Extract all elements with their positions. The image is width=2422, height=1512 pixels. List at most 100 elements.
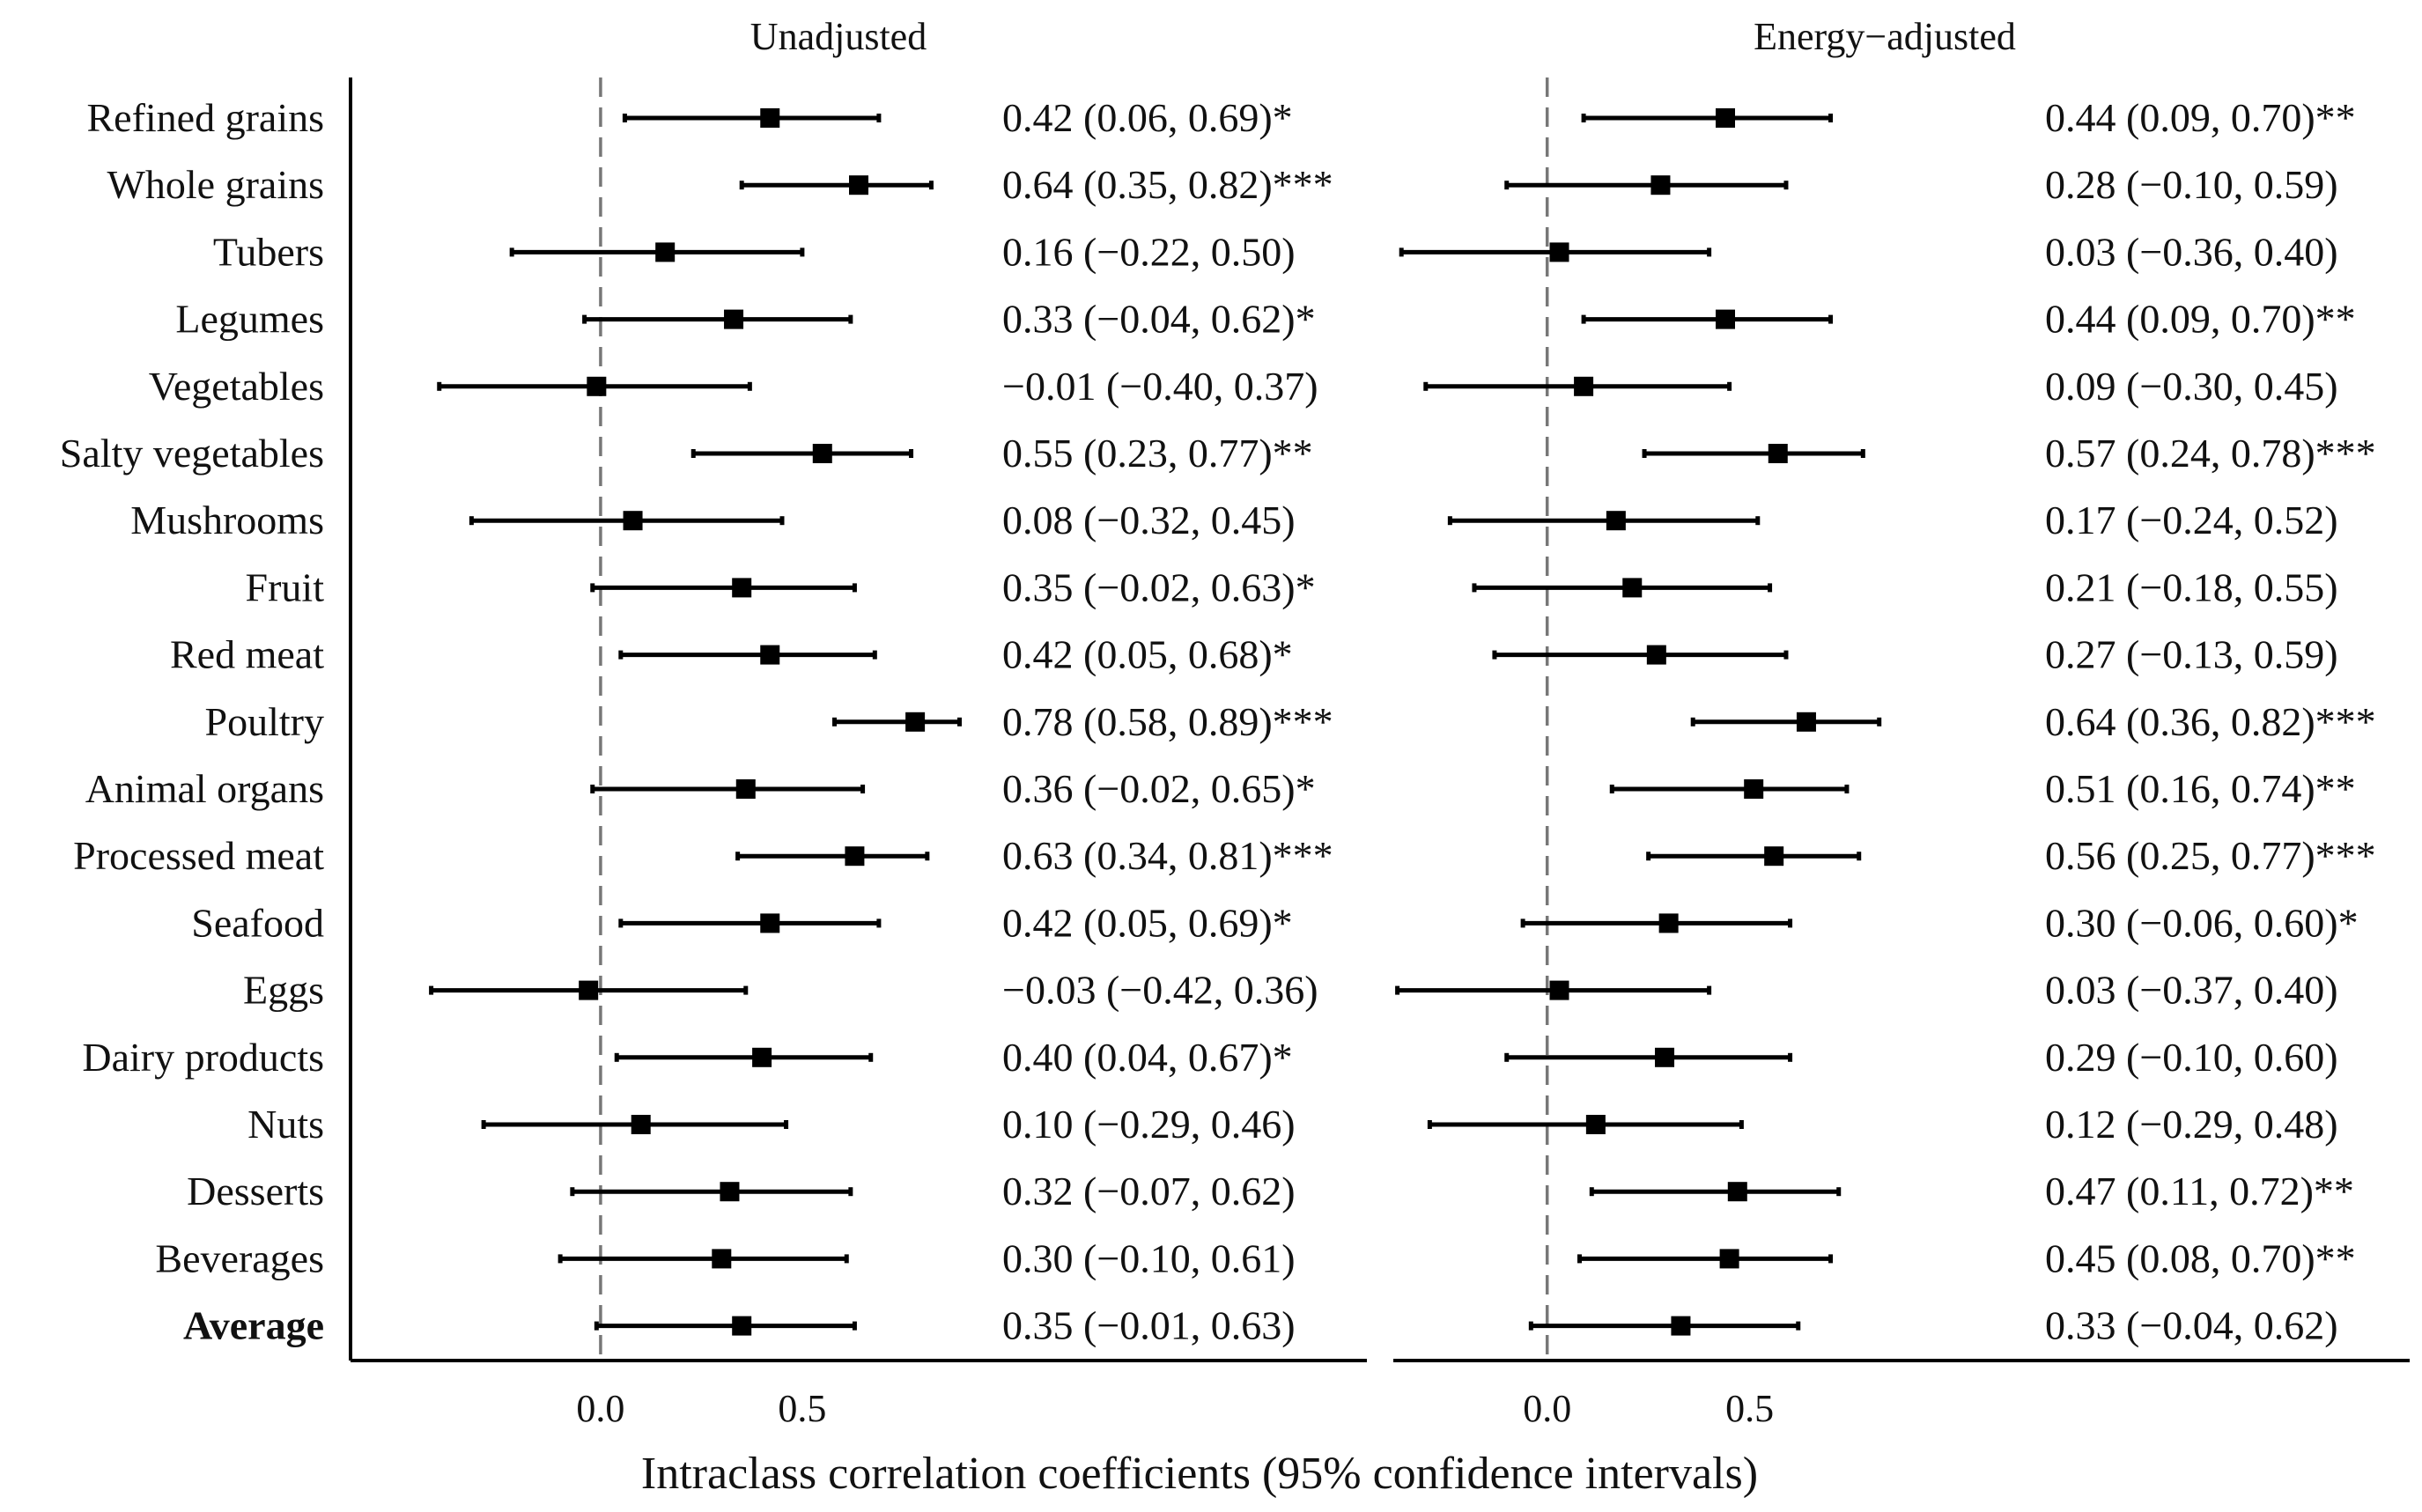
x-tick-label: 0.0: [576, 1387, 624, 1430]
row-legumes: 0.44 (0.09, 0.70)**: [1581, 297, 2356, 342]
row-desserts: 0.47 (0.11, 0.72)**: [1589, 1169, 2354, 1213]
point-estimate: [1585, 1115, 1606, 1134]
icc-value-text: 0.35 (−0.01, 0.63): [1002, 1303, 1296, 1348]
point-estimate: [623, 511, 643, 531]
row-label: Red meat: [170, 632, 324, 677]
point-estimate: [1574, 376, 1594, 396]
point-estimate: [631, 1115, 651, 1134]
point-estimate: [752, 1047, 772, 1067]
icc-value-text: 0.35 (−0.02, 0.63)*: [1002, 564, 1316, 609]
row-salty-vegetables: 0.57 (0.24, 0.78)***: [1642, 431, 2376, 476]
point-estimate: [1716, 108, 1736, 128]
icc-value-text: 0.42 (0.05, 0.68)*: [1002, 632, 1293, 677]
point-estimate: [1671, 1316, 1691, 1336]
icc-value-text: 0.44 (0.09, 0.70)**: [2045, 297, 2356, 342]
row-label: Seafood: [191, 900, 324, 945]
icc-value-text: 0.40 (0.04, 0.67)*: [1002, 1035, 1293, 1080]
point-estimate: [579, 980, 599, 1000]
point-estimate: [1606, 511, 1626, 531]
icc-value-text: 0.16 (−0.22, 0.50): [1002, 229, 1296, 274]
icc-value-text: 0.64 (0.35, 0.82)***: [1002, 162, 1333, 207]
icc-value-text: 0.30 (−0.10, 0.61): [1002, 1235, 1296, 1280]
point-estimate: [712, 1249, 732, 1269]
row-animal-organs: 0.51 (0.16, 0.74)**: [1609, 766, 2356, 811]
row-whole-grains: 0.28 (−0.10, 0.59): [1504, 162, 2338, 207]
panel-title: Energy−adjusted: [1754, 15, 2016, 58]
icc-value-text: 0.45 (0.08, 0.70)**: [2045, 1235, 2356, 1280]
icc-value-text: 0.27 (−0.13, 0.59): [2045, 632, 2338, 677]
icc-value-text: 0.51 (0.16, 0.74)**: [2045, 766, 2356, 811]
icc-value-text: 0.10 (−0.29, 0.46): [1002, 1102, 1296, 1147]
row-label: Tubers: [213, 229, 324, 274]
point-estimate: [724, 309, 744, 329]
icc-value-text: 0.42 (0.05, 0.69)*: [1002, 900, 1293, 945]
row-dairy-products: Dairy products 0.40 (0.04, 0.67)*: [82, 1035, 1292, 1080]
point-estimate: [732, 578, 752, 598]
x-tick-label: 0.5: [1725, 1387, 1774, 1430]
point-estimate: [1646, 645, 1666, 665]
icc-value-text: 0.56 (0.25, 0.77)***: [2045, 833, 2376, 878]
point-estimate: [812, 444, 832, 463]
point-estimate: [1727, 1182, 1747, 1202]
point-estimate: [1716, 309, 1736, 329]
icc-value-text: 0.30 (−0.06, 0.60)*: [2045, 900, 2359, 945]
row-whole-grains: Whole grains 0.64 (0.35, 0.82)***: [107, 162, 1333, 207]
icc-value-text: 0.64 (0.36, 0.82)***: [2045, 699, 2376, 744]
row-label: Beverages: [155, 1235, 324, 1280]
panel-title: Unadjusted: [750, 15, 927, 58]
point-estimate: [732, 1316, 752, 1336]
panel-energy-adjusted: Energy−adjusted 0.0 0.5 0.44 (0.09, 0.70)**…: [1393, 15, 2410, 1430]
point-estimate: [760, 645, 780, 665]
row-salty-vegetables: Salty vegetables 0.55 (0.23, 0.77)**: [60, 431, 1313, 476]
icc-value-text: 0.32 (−0.07, 0.62): [1002, 1169, 1296, 1213]
row-label: Salty vegetables: [60, 431, 324, 476]
row-label: Animal organs: [85, 766, 324, 811]
row-dairy-products: 0.29 (−0.10, 0.60): [1504, 1035, 2338, 1080]
row-refined-grains: 0.44 (0.09, 0.70)**: [1581, 95, 2356, 140]
row-seafood: Seafood 0.42 (0.05, 0.69)*: [191, 900, 1292, 945]
row-mushrooms: Mushrooms 0.08 (−0.32, 0.45): [130, 498, 1295, 542]
point-estimate: [1768, 444, 1788, 463]
point-estimate: [845, 846, 865, 867]
icc-value-text: 0.08 (−0.32, 0.45): [1002, 498, 1296, 542]
icc-value-text: 0.47 (0.11, 0.72)**: [2045, 1169, 2354, 1213]
row-poultry: 0.64 (0.36, 0.82)***: [1690, 699, 2376, 744]
point-estimate: [1744, 779, 1764, 799]
icc-value-text: 0.55 (0.23, 0.77)**: [1002, 431, 1313, 476]
point-estimate: [849, 175, 868, 195]
point-estimate: [587, 376, 607, 396]
row-fruit: Fruit 0.35 (−0.02, 0.63)*: [246, 564, 1316, 609]
row-label: Average: [183, 1303, 324, 1348]
row-vegetables: Vegetables −0.01 (−0.40, 0.37): [149, 364, 1318, 409]
icc-value-text: 0.33 (−0.04, 0.62): [2045, 1303, 2338, 1348]
row-mushrooms: 0.17 (−0.24, 0.52): [1447, 498, 2338, 542]
icc-value-text: 0.09 (−0.30, 0.45): [2045, 364, 2338, 409]
row-label: Fruit: [246, 564, 325, 609]
row-eggs: 0.03 (−0.37, 0.40): [1395, 968, 2338, 1013]
icc-value-text: −0.03 (−0.42, 0.36): [1002, 968, 1318, 1013]
point-estimate: [1764, 846, 1784, 867]
row-tubers: 0.03 (−0.36, 0.40): [1399, 229, 2338, 274]
icc-value-text: −0.01 (−0.40, 0.37): [1002, 364, 1318, 409]
icc-value-text: 0.63 (0.34, 0.81)***: [1002, 833, 1333, 878]
icc-value-text: 0.44 (0.09, 0.70)**: [2045, 95, 2356, 140]
row-desserts: Desserts 0.32 (−0.07, 0.62): [187, 1169, 1295, 1213]
row-poultry: Poultry 0.78 (0.58, 0.89)***: [205, 699, 1333, 744]
icc-value-text: 0.28 (−0.10, 0.59): [2045, 162, 2338, 207]
icc-value-text: 0.17 (−0.24, 0.52): [2045, 498, 2338, 542]
row-label: Refined grains: [86, 95, 324, 140]
row-processed-meat: 0.56 (0.25, 0.77)***: [1646, 833, 2376, 878]
x-tick-label: 0.5: [778, 1387, 826, 1430]
point-estimate: [1549, 980, 1569, 1000]
row-label: Processed meat: [73, 833, 324, 878]
point-estimate: [720, 1182, 740, 1202]
icc-value-text: 0.21 (−0.18, 0.55): [2045, 564, 2338, 609]
row-label: Nuts: [247, 1102, 324, 1147]
point-estimate: [1655, 1047, 1675, 1067]
icc-value-text: 0.33 (−0.04, 0.62)*: [1002, 297, 1316, 342]
point-estimate: [735, 779, 756, 799]
row-label: Eggs: [243, 968, 324, 1013]
row-eggs: Eggs −0.03 (−0.42, 0.36): [243, 968, 1318, 1013]
row-vegetables: 0.09 (−0.30, 0.45): [1423, 364, 2338, 409]
